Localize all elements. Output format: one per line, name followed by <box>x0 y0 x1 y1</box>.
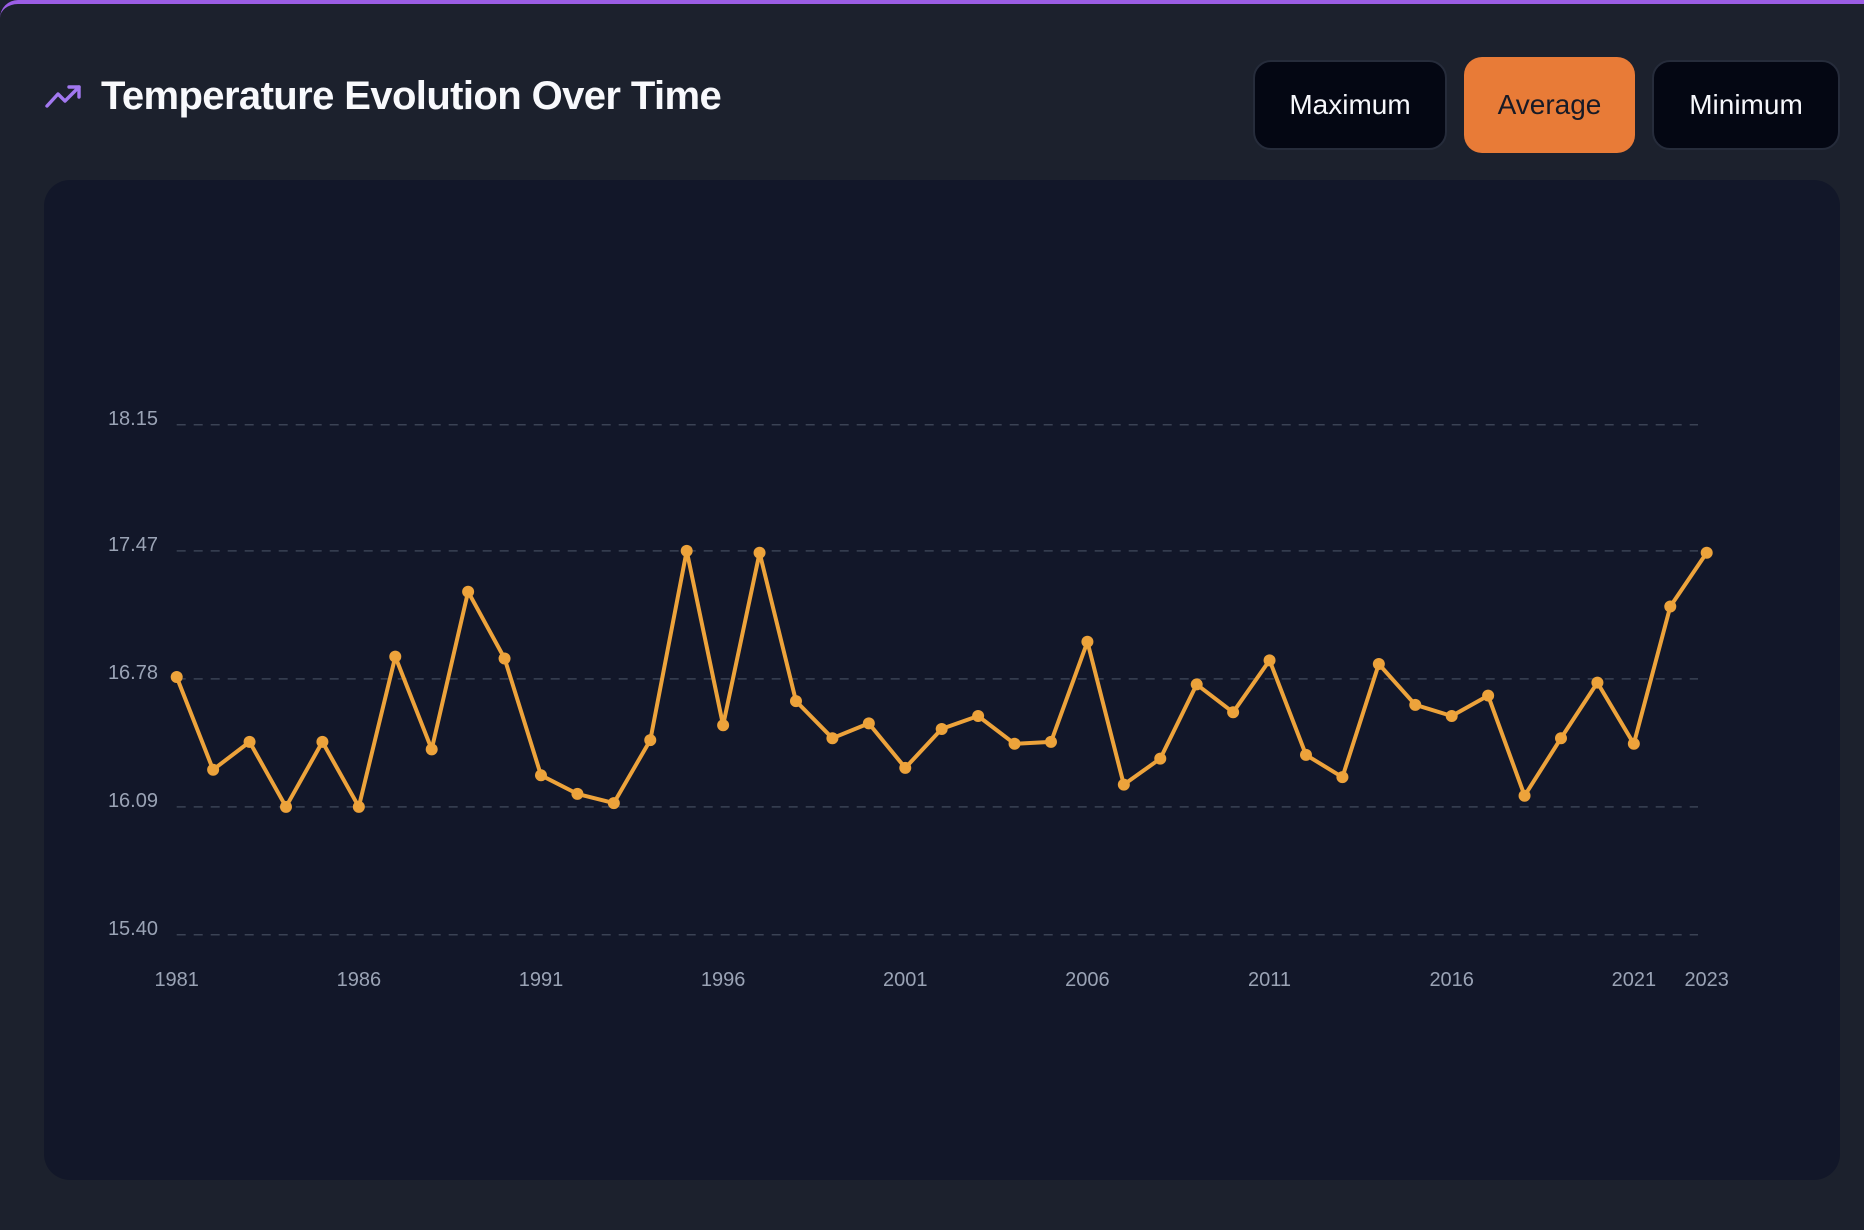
y-tick-label: 15.40 <box>108 918 158 940</box>
x-tick-label: 1981 <box>154 969 199 991</box>
y-tick-label: 16.78 <box>108 662 158 684</box>
data-point-2021[interactable] <box>1627 737 1640 750</box>
data-point-1981[interactable] <box>170 671 183 684</box>
data-point-2013[interactable] <box>1336 771 1349 784</box>
x-tick-label: 2006 <box>1065 969 1110 991</box>
data-point-1982[interactable] <box>207 763 220 776</box>
data-point-2001[interactable] <box>899 761 912 774</box>
data-point-1997[interactable] <box>753 546 766 559</box>
data-point-1996[interactable] <box>717 719 730 732</box>
data-point-1993[interactable] <box>607 797 620 810</box>
x-tick-label: 2021 <box>1612 969 1657 991</box>
data-point-2008[interactable] <box>1154 752 1167 765</box>
data-point-1995[interactable] <box>680 544 693 557</box>
maximum-toggle-button[interactable]: Maximum <box>1253 60 1447 150</box>
data-point-1983[interactable] <box>243 735 256 748</box>
data-point-1988[interactable] <box>425 743 438 756</box>
minimum-toggle-button[interactable]: Minimum <box>1652 60 1840 150</box>
series-points <box>170 544 1713 813</box>
data-point-2023[interactable] <box>1700 546 1713 559</box>
data-point-2012[interactable] <box>1299 748 1312 761</box>
data-point-1998[interactable] <box>789 695 802 708</box>
data-point-2011[interactable] <box>1263 654 1276 667</box>
data-point-1985[interactable] <box>316 735 329 748</box>
x-tick-label: 2001 <box>883 969 928 991</box>
y-tick-label: 17.47 <box>108 534 158 556</box>
chart-header: Temperature Evolution Over Time <box>44 66 722 126</box>
x-tick-label: 1986 <box>337 969 382 991</box>
x-tick-label: 2011 <box>1248 969 1291 991</box>
x-tick-label: 1991 <box>519 969 564 991</box>
data-point-2016[interactable] <box>1445 709 1458 722</box>
data-point-2010[interactable] <box>1227 706 1240 719</box>
data-point-2002[interactable] <box>935 722 948 735</box>
y-axis-ticks: 15.40 16.09 16.78 17.47 18.15 <box>108 408 158 940</box>
data-point-2020[interactable] <box>1591 676 1604 689</box>
y-tick-label: 16.09 <box>108 790 158 812</box>
data-point-2003[interactable] <box>972 709 985 722</box>
data-point-2018[interactable] <box>1518 789 1531 802</box>
average-toggle-button[interactable]: Average <box>1464 57 1635 153</box>
data-point-2022[interactable] <box>1664 600 1677 613</box>
x-tick-label: 2023 <box>1684 969 1729 991</box>
data-point-2015[interactable] <box>1409 698 1422 711</box>
data-point-2009[interactable] <box>1190 678 1203 691</box>
data-point-2004[interactable] <box>1008 737 1021 750</box>
data-point-2007[interactable] <box>1117 778 1130 791</box>
data-point-1991[interactable] <box>534 769 547 782</box>
chart-panel <box>44 180 1840 1180</box>
chart-title: Temperature Evolution Over Time <box>101 73 722 118</box>
data-point-1999[interactable] <box>826 732 839 745</box>
data-point-1992[interactable] <box>571 787 584 800</box>
x-axis-ticks: 1981 1986 1991 1996 2001 2006 2011 2016 2021 2023 <box>154 969 1729 991</box>
data-point-2006[interactable] <box>1081 635 1094 648</box>
data-point-2019[interactable] <box>1554 732 1567 745</box>
data-point-1987[interactable] <box>389 650 402 663</box>
data-point-1994[interactable] <box>644 734 657 747</box>
data-point-2000[interactable] <box>862 717 875 730</box>
data-point-2014[interactable] <box>1372 658 1385 671</box>
data-point-1989[interactable] <box>462 585 475 598</box>
data-point-2017[interactable] <box>1482 689 1495 702</box>
y-tick-label: 18.15 <box>108 408 158 430</box>
data-point-1984[interactable] <box>279 800 292 813</box>
x-tick-label: 1996 <box>701 969 746 991</box>
data-point-1986[interactable] <box>352 800 365 813</box>
data-point-1990[interactable] <box>498 652 511 665</box>
data-point-2005[interactable] <box>1044 735 1057 748</box>
trending-up-icon <box>45 85 81 108</box>
x-tick-label: 2016 <box>1429 969 1474 991</box>
